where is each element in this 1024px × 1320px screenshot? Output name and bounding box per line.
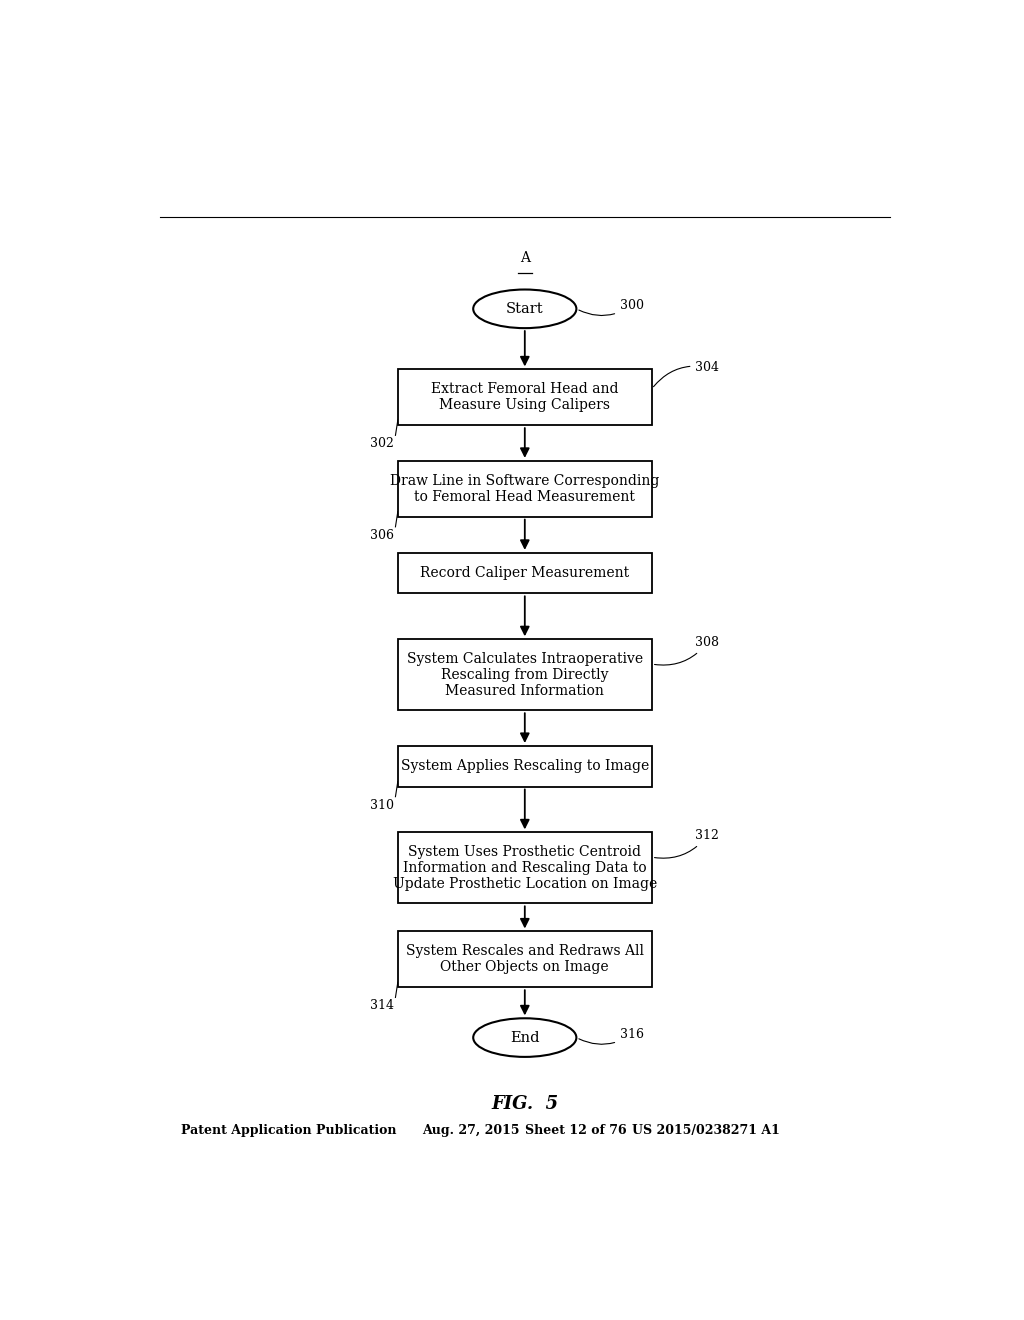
FancyBboxPatch shape [397,553,651,594]
Text: 306: 306 [370,529,394,543]
Text: Extract Femoral Head and
Measure Using Calipers: Extract Femoral Head and Measure Using C… [431,383,618,412]
Text: Sheet 12 of 76: Sheet 12 of 76 [524,1123,627,1137]
Text: 308: 308 [654,636,720,665]
Text: System Applies Rescaling to Image: System Applies Rescaling to Image [400,759,649,774]
Text: US 2015/0238271 A1: US 2015/0238271 A1 [632,1123,780,1137]
Text: 302: 302 [370,437,394,450]
Text: Patent Application Publication: Patent Application Publication [181,1123,396,1137]
FancyBboxPatch shape [397,932,651,987]
Text: System Calculates Intraoperative
Rescaling from Directly
Measured Information: System Calculates Intraoperative Rescali… [407,652,643,698]
FancyBboxPatch shape [397,461,651,516]
FancyBboxPatch shape [397,370,651,425]
Text: 316: 316 [579,1027,644,1044]
Text: Record Caliper Measurement: Record Caliper Measurement [420,566,630,579]
Text: System Rescales and Redraws All
Other Objects on Image: System Rescales and Redraws All Other Ob… [406,944,644,974]
Text: 310: 310 [370,799,394,812]
Ellipse shape [473,289,577,329]
Text: System Uses Prosthetic Centroid
Information and Rescaling Data to
Update Prosthe: System Uses Prosthetic Centroid Informat… [392,845,657,891]
Text: End: End [510,1031,540,1044]
Text: FIG.  5: FIG. 5 [492,1094,558,1113]
Text: Start: Start [506,302,544,315]
Text: 312: 312 [654,829,719,858]
Text: A: A [520,251,529,265]
Text: Draw Line in Software Corresponding
to Femoral Head Measurement: Draw Line in Software Corresponding to F… [390,474,659,504]
Ellipse shape [473,1018,577,1057]
FancyBboxPatch shape [397,639,651,710]
Text: 300: 300 [579,298,644,315]
Text: 314: 314 [370,999,394,1012]
Text: Aug. 27, 2015: Aug. 27, 2015 [422,1123,519,1137]
Text: 304: 304 [653,360,720,387]
FancyBboxPatch shape [397,833,651,903]
FancyBboxPatch shape [397,746,651,787]
